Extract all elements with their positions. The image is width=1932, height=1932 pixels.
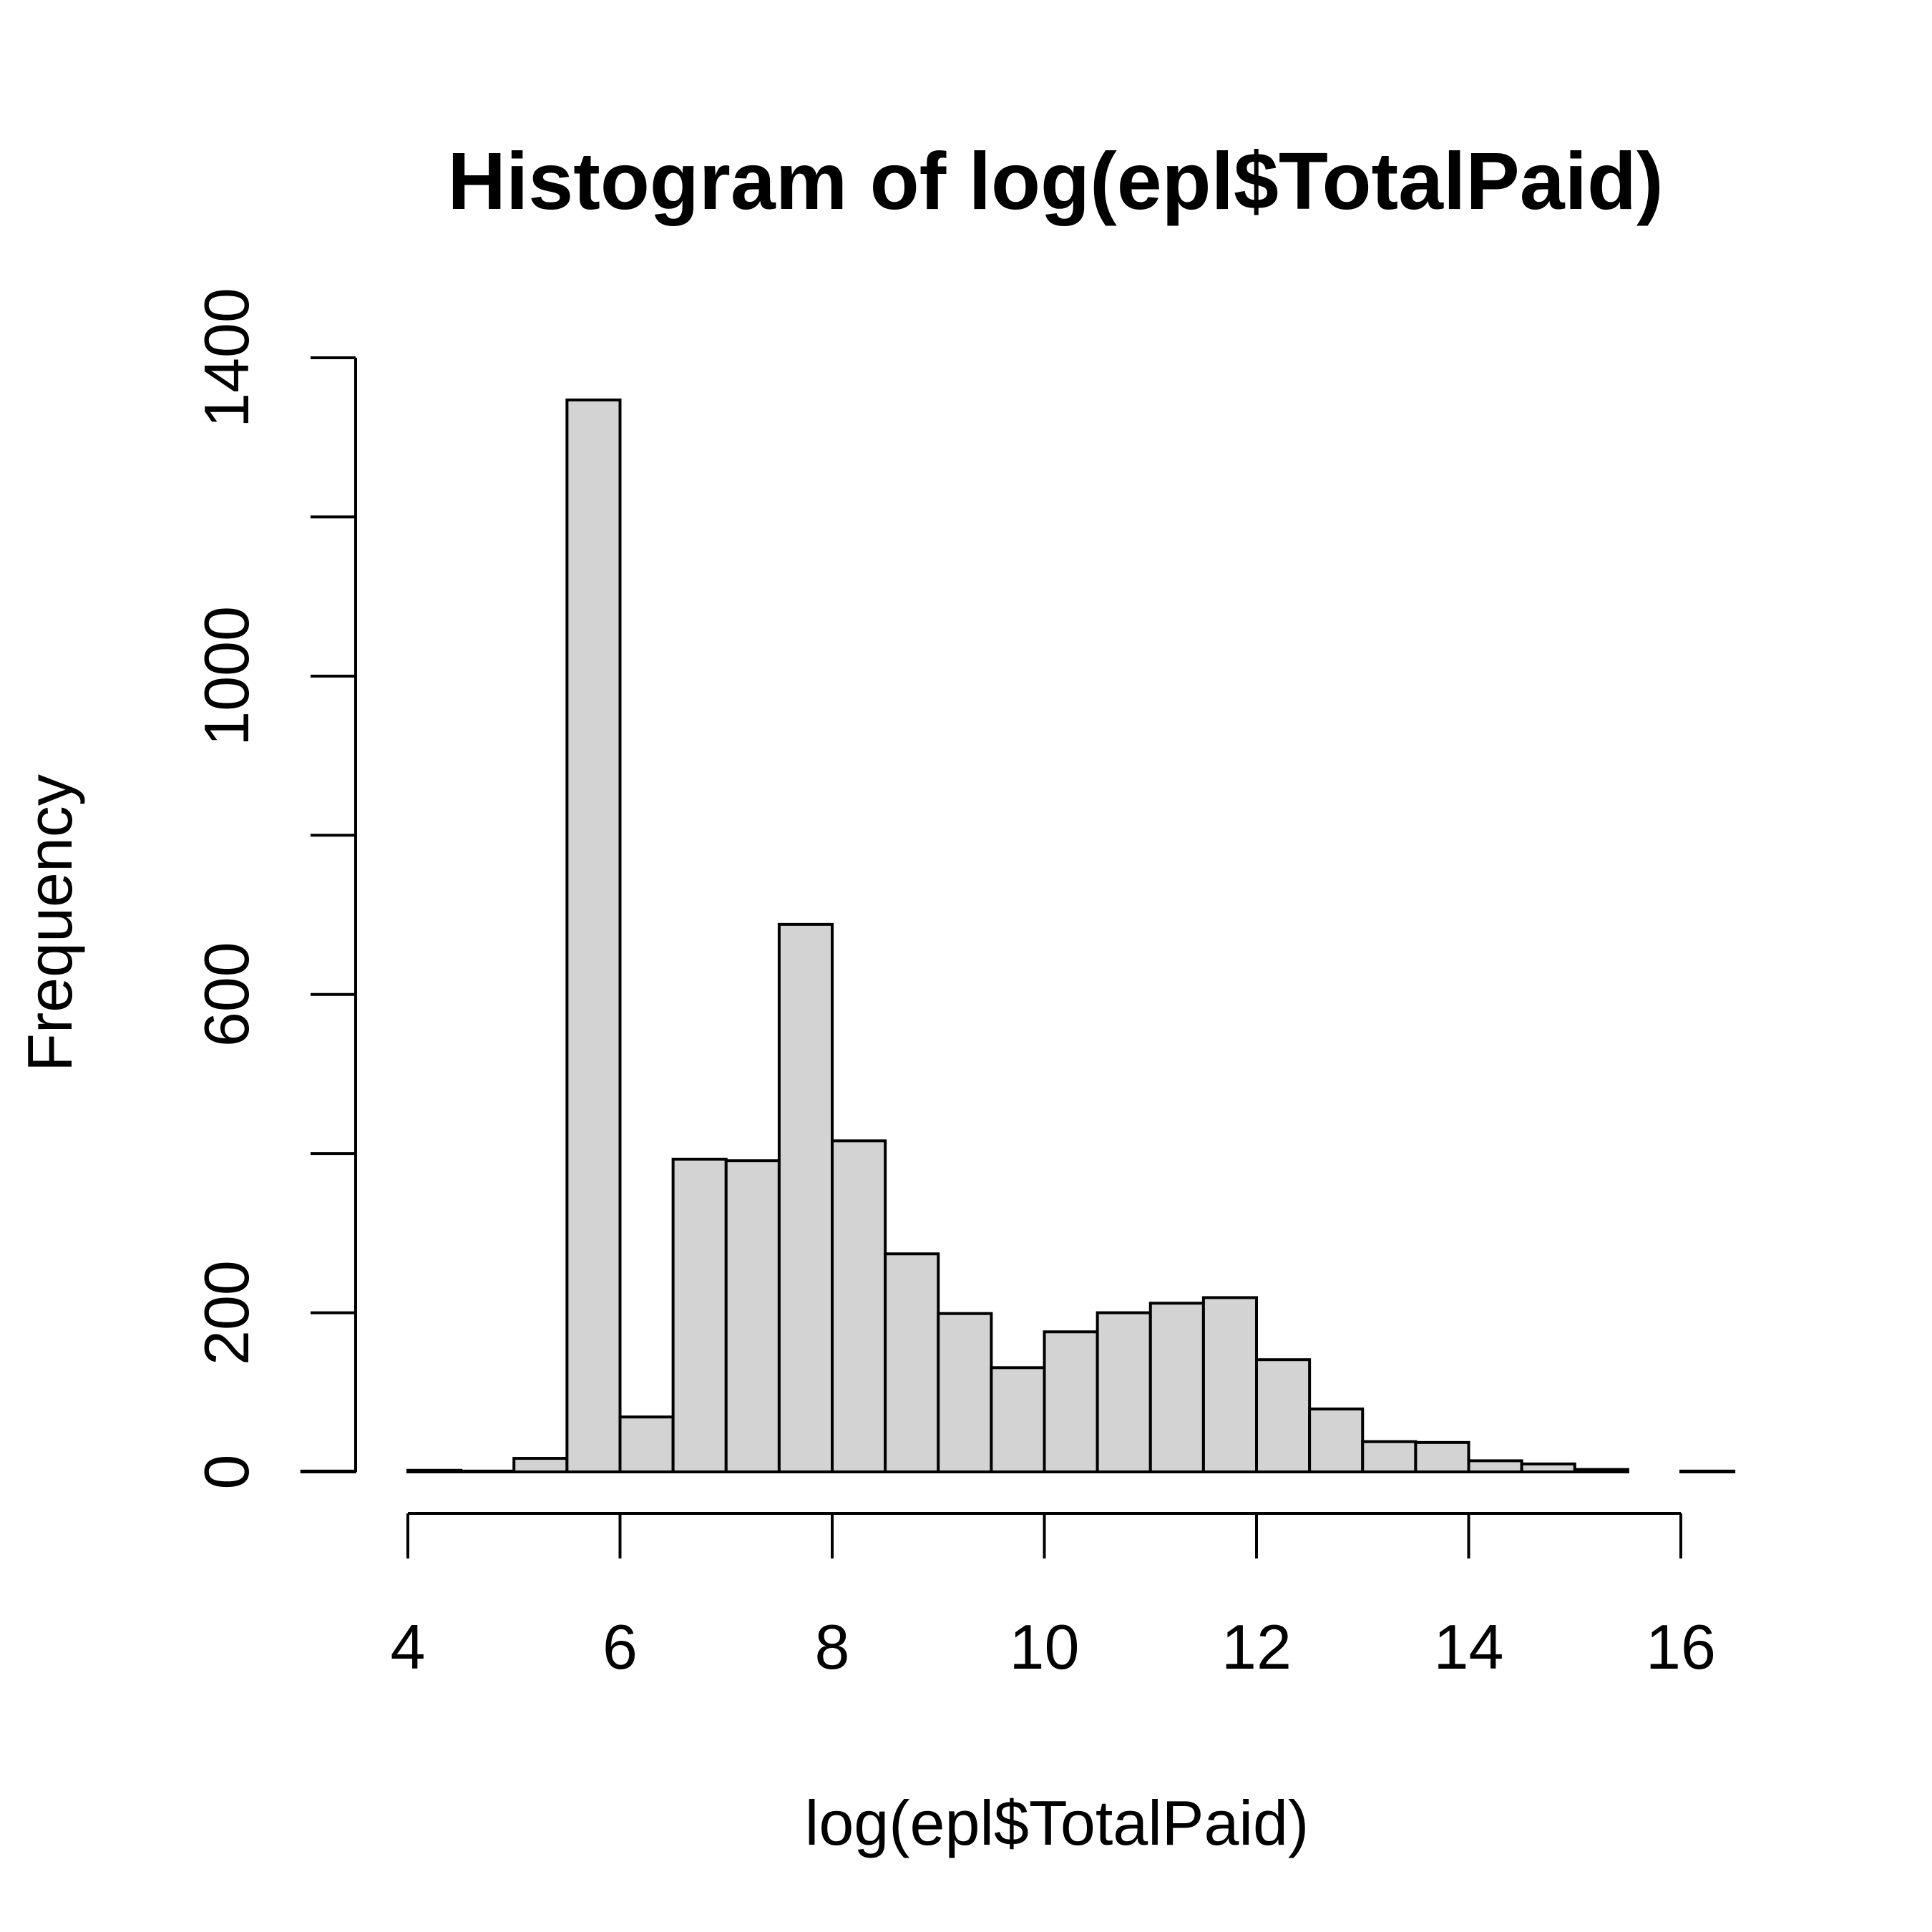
- x-tick-label-0: 4: [391, 1611, 426, 1682]
- histogram-bar-17: [1201, 1296, 1259, 1473]
- histogram-bar-11: [884, 1252, 940, 1474]
- y-tick-label-5: 1000: [191, 606, 262, 746]
- histogram-bar-21: [1414, 1440, 1470, 1473]
- histogram-bar-4: [512, 1457, 569, 1473]
- histogram-bar-3: [459, 1469, 516, 1473]
- histogram-bar-8: [724, 1159, 781, 1474]
- histogram-bar-26: [1679, 1469, 1736, 1473]
- histogram-bar-23: [1520, 1462, 1576, 1474]
- x-tick-label-6: 16: [1646, 1611, 1716, 1682]
- y-tick-label-3: 600: [191, 942, 262, 1047]
- histogram-bar-15: [1096, 1311, 1152, 1473]
- y-tick-label-0: 0: [191, 1455, 262, 1490]
- x-tick-label-4: 12: [1221, 1611, 1292, 1682]
- x-tick-label-2: 8: [815, 1611, 850, 1682]
- histogram-bar-5: [565, 398, 622, 1474]
- histogram-bar-19: [1308, 1407, 1365, 1474]
- chart-title: Histogram of log(epl$TotalPaid): [447, 136, 1663, 226]
- y-axis: 0 200 600 1000 1400: [191, 288, 357, 1490]
- x-tick-label-5: 14: [1434, 1611, 1504, 1682]
- histogram-bar-20: [1361, 1440, 1418, 1473]
- histogram-bar-9: [777, 922, 834, 1473]
- x-tick-label-3: 10: [1010, 1611, 1080, 1682]
- histogram-bar-10: [831, 1139, 887, 1473]
- histogram-bar-22: [1467, 1459, 1523, 1474]
- histogram-bar-13: [990, 1366, 1046, 1474]
- histogram-bar-2: [406, 1468, 463, 1474]
- histogram-bar-24: [1573, 1468, 1629, 1473]
- histogram-bar-16: [1148, 1302, 1205, 1473]
- y-tick-label-1: 200: [191, 1260, 262, 1365]
- x-axis: 4 6 8 10 12 14 16: [391, 1512, 1716, 1682]
- y-tick-label-7: 1400: [191, 288, 262, 428]
- histogram-bar-12: [937, 1312, 993, 1474]
- histogram-bar-7: [671, 1157, 728, 1474]
- histogram-bar-18: [1255, 1358, 1312, 1473]
- histogram-bar-14: [1043, 1330, 1099, 1474]
- histogram-bars: [300, 398, 1736, 1474]
- x-axis-title: log(epl$TotalPaid): [805, 1787, 1309, 1858]
- x-tick-label-1: 6: [602, 1611, 638, 1682]
- y-axis-title: Frequency: [14, 774, 85, 1072]
- histogram-bar-6: [618, 1415, 675, 1474]
